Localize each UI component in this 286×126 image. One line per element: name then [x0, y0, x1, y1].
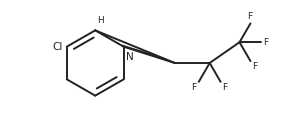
Text: F: F — [223, 83, 228, 92]
Text: F: F — [253, 62, 258, 71]
Text: N: N — [126, 52, 133, 62]
Text: F: F — [263, 38, 269, 47]
Text: F: F — [192, 83, 197, 92]
Text: F: F — [247, 12, 252, 21]
Text: Cl: Cl — [52, 42, 63, 52]
Text: H: H — [97, 16, 104, 25]
